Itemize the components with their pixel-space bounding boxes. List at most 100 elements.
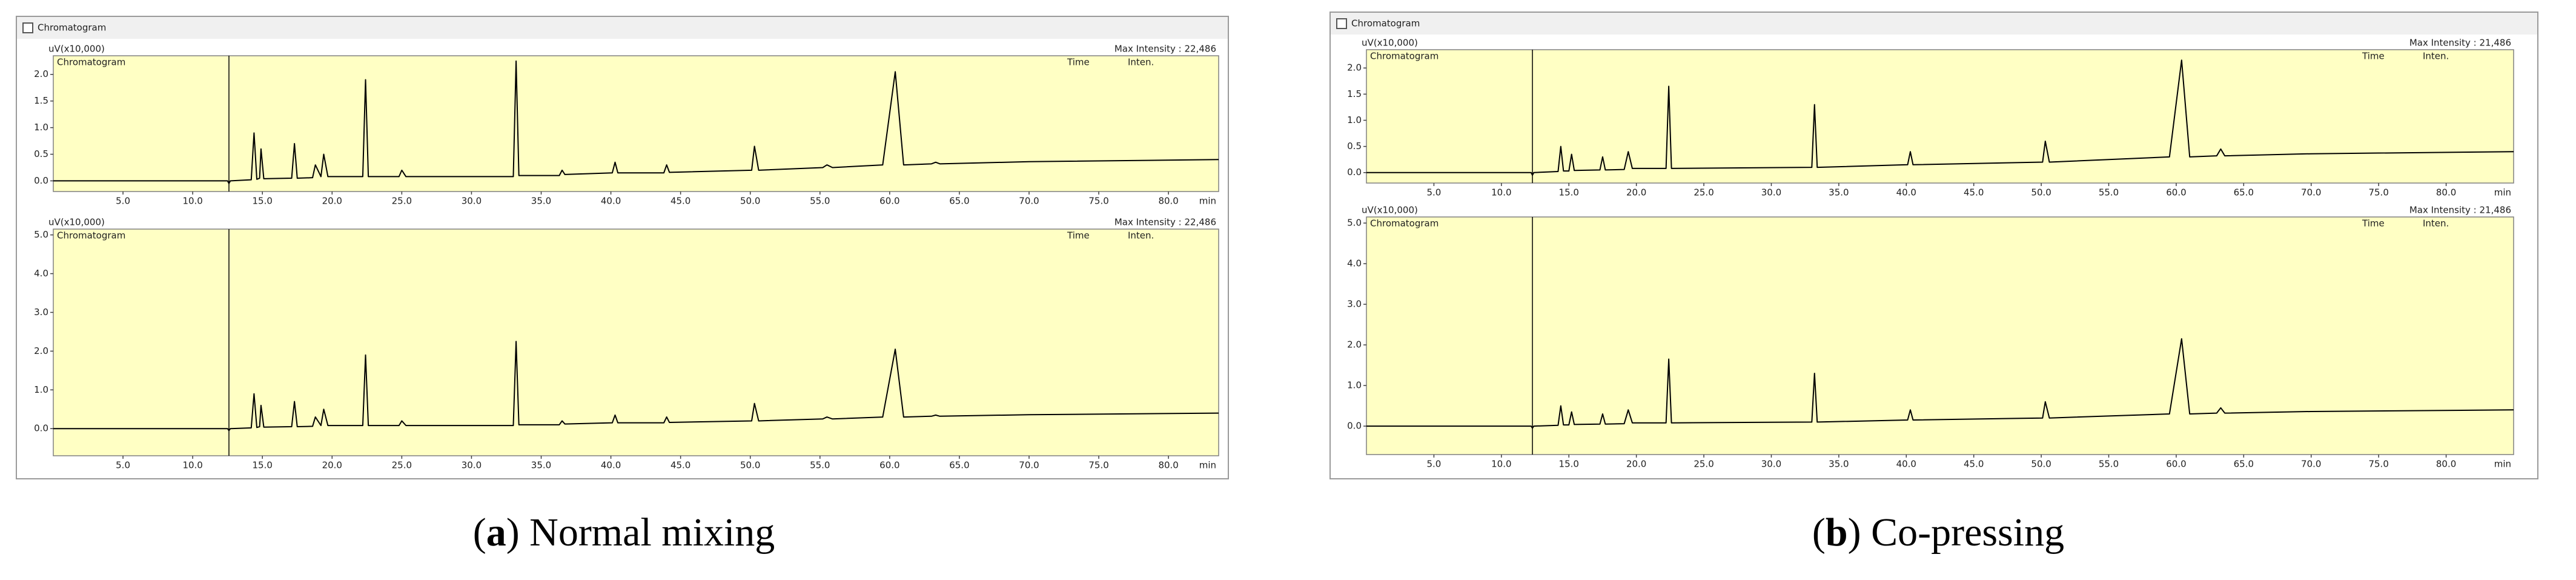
- caption-open: (: [473, 510, 486, 555]
- chromatogram-chart: uV(x10,000) Chromatogram Max Intensity : 2…: [1347, 38, 2514, 198]
- x-unit: min: [1199, 196, 1216, 207]
- x-tick-label: 25.0: [1694, 459, 1713, 470]
- x-tick-label: 15.0: [253, 460, 273, 471]
- y-axis-label: uV(x10,000): [48, 44, 105, 55]
- x-unit: min: [2494, 187, 2511, 198]
- column-label: Time: [2362, 51, 2385, 62]
- x-tick-label: 55.0: [810, 196, 830, 207]
- x-tick-label: 25.0: [392, 196, 412, 207]
- x-tick-label: 15.0: [1559, 459, 1579, 470]
- chromatogram-trace: [1366, 338, 2514, 429]
- caption-letter: a: [486, 510, 506, 555]
- window-title: Chromatogram: [1351, 18, 1420, 29]
- column-label: Time: [2362, 218, 2385, 229]
- x-tick-label: 20.0: [1626, 459, 1646, 470]
- x-tick-label: 35.0: [531, 460, 551, 471]
- x-tick-label: 80.0: [1158, 460, 1178, 471]
- plot-area: [1366, 216, 2514, 455]
- x-tick-label: 70.0: [1019, 196, 1039, 207]
- x-tick-label: 50.0: [2031, 187, 2051, 198]
- x-tick-label: 5.0: [1426, 459, 1441, 470]
- chart-title: Chromatogram: [1370, 218, 1439, 229]
- x-tick-label: 80.0: [2436, 459, 2456, 470]
- y-tick-label: 1.0: [1347, 380, 1362, 391]
- caption: (a) Normal mixing: [473, 510, 775, 555]
- y-tick-label: 1.0: [1347, 115, 1362, 125]
- x-tick-label: 45.0: [1964, 459, 1984, 470]
- x-tick-label: 65.0: [949, 460, 969, 471]
- chart-title: Chromatogram: [1370, 51, 1439, 62]
- x-tick-label: 50.0: [2031, 459, 2051, 470]
- y-tick-label: 4.0: [34, 268, 48, 279]
- column-label: Inten.: [1128, 230, 1154, 241]
- x-tick-label: 55.0: [2099, 459, 2119, 470]
- y-tick-label: 2.0: [34, 345, 48, 356]
- x-tick-label: 35.0: [1829, 459, 1849, 470]
- x-tick-label: 10.0: [1491, 459, 1511, 470]
- x-tick-label: 75.0: [2368, 459, 2388, 470]
- y-tick-label: 0.5: [1347, 141, 1362, 152]
- x-tick-label: 50.0: [740, 196, 760, 207]
- x-tick-label: 20.0: [322, 196, 342, 207]
- x-unit: min: [1199, 460, 1216, 471]
- x-tick-label: 35.0: [1829, 187, 1849, 198]
- y-tick-label: 1.0: [34, 122, 48, 133]
- max-intensity: Max Intensity : 21,486: [2409, 38, 2511, 48]
- x-tick-label: 40.0: [1896, 187, 1916, 198]
- x-tick-label: 30.0: [462, 460, 482, 471]
- x-tick-label: 65.0: [2234, 187, 2254, 198]
- chromatogram-chart: uV(x10,000) Chromatogram Max Intensity : 2…: [34, 44, 1219, 207]
- chromatogram-chart: uV(x10,000) Chromatogram Max Intensity : 2…: [1347, 205, 2514, 470]
- caption-letter: b: [1826, 510, 1848, 555]
- y-tick-label: 3.0: [1347, 299, 1362, 310]
- x-tick-label: 55.0: [2099, 187, 2119, 198]
- x-tick-label: 10.0: [1491, 187, 1511, 198]
- x-tick-label: 20.0: [322, 460, 342, 471]
- y-tick-label: 4.0: [1347, 258, 1362, 269]
- x-tick-label: 50.0: [740, 460, 760, 471]
- y-tick-label: 0.0: [1347, 167, 1362, 178]
- y-tick-label: 5.0: [1347, 218, 1362, 228]
- chart-title: Chromatogram: [57, 57, 125, 68]
- x-tick-label: 30.0: [1761, 459, 1781, 470]
- chromatogram-trace: [53, 341, 1219, 432]
- x-tick-label: 10.0: [182, 460, 202, 471]
- window-title: Chromatogram: [38, 22, 106, 33]
- window-title-bar: [1331, 13, 2537, 35]
- chart-title: Chromatogram: [57, 230, 125, 241]
- y-tick-label: 0.0: [34, 175, 48, 186]
- y-tick-label: 1.0: [34, 384, 48, 395]
- caption-open: (: [1812, 510, 1826, 555]
- x-tick-label: 70.0: [2301, 187, 2321, 198]
- y-tick-label: 2.0: [1347, 62, 1362, 73]
- x-tick-label: 25.0: [392, 460, 412, 471]
- max-intensity: Max Intensity : 21,486: [2409, 205, 2511, 216]
- y-tick-label: 0.0: [34, 423, 48, 434]
- y-tick-label: 0.0: [1347, 421, 1362, 432]
- x-tick-label: 55.0: [810, 460, 830, 471]
- y-tick-label: 5.0: [34, 229, 48, 240]
- column-label: Inten.: [2423, 51, 2449, 62]
- x-tick-label: 75.0: [1088, 196, 1108, 207]
- window-icon: [1336, 18, 1347, 29]
- y-tick-label: 2.0: [1347, 339, 1362, 350]
- column-label: Time: [1067, 57, 1090, 68]
- y-axis-label: uV(x10,000): [1362, 38, 1418, 48]
- y-tick-label: 1.5: [1347, 88, 1362, 99]
- chromatogram-chart: uV(x10,000) Chromatogram Max Intensity : 2…: [34, 217, 1219, 471]
- x-tick-label: 15.0: [253, 196, 273, 207]
- x-unit: min: [2494, 459, 2511, 470]
- column-label: Inten.: [2423, 218, 2449, 229]
- max-intensity: Max Intensity : 22,486: [1114, 44, 1216, 55]
- column-label: Time: [1067, 230, 1090, 241]
- y-axis-label: uV(x10,000): [1362, 205, 1418, 216]
- x-tick-label: 35.0: [531, 196, 551, 207]
- x-tick-label: 65.0: [949, 196, 969, 207]
- chromatogram-trace: [53, 60, 1219, 184]
- x-tick-label: 80.0: [1158, 196, 1178, 207]
- x-tick-label: 20.0: [1626, 187, 1646, 198]
- x-tick-label: 25.0: [1694, 187, 1713, 198]
- x-tick-label: 60.0: [2166, 187, 2186, 198]
- x-tick-label: 5.0: [116, 460, 130, 471]
